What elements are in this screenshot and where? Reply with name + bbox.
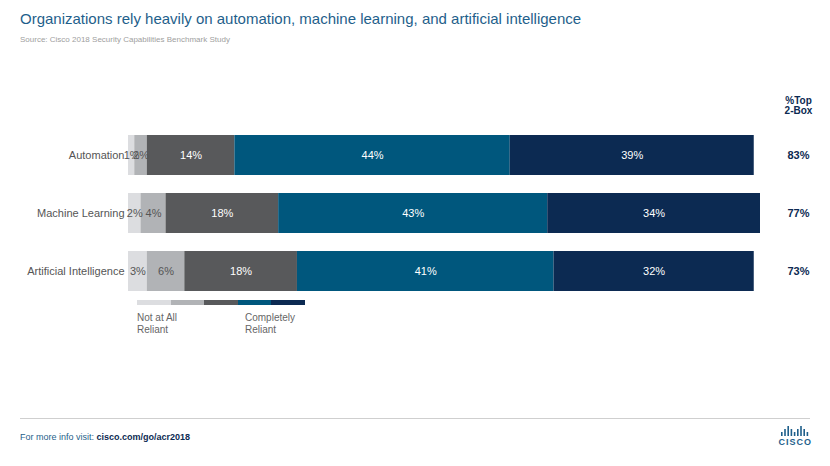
svg-text:44%: 44% (362, 149, 384, 161)
html-text:CISCO: CISCO (778, 437, 812, 447)
svg-text:1%: 1% (123, 149, 140, 161)
svg-text:34%: 34% (643, 207, 665, 219)
svg-text:Machine Learning: Machine Learning (37, 207, 124, 219)
svg-text:43%: 43% (402, 207, 424, 219)
html-text:For more info visit: cisco.com: For more info visit: cisco.com/go/acr201… (20, 432, 191, 442)
svg-text:73%73: 73%73 (787, 265, 809, 277)
svg-text:4%: 4% (146, 207, 162, 219)
svg-text:18%: 18% (230, 265, 252, 277)
svg-text:77%77: 77%77 (787, 207, 809, 219)
svg-text:%Top2-Box: %Top2-Box (785, 95, 813, 116)
html-text:Organizations rely heavily on: Organizations rely heavily on automation… (20, 10, 582, 27)
svg-text:18%: 18% (211, 207, 233, 219)
svg-text:14%: 14% (180, 149, 202, 161)
svg-text:6%: 6% (158, 265, 174, 277)
svg-text:2%: 2% (127, 207, 143, 219)
svg-text:39%: 39% (621, 149, 643, 161)
svg-text:32%: 32% (643, 265, 665, 277)
svg-text:41%: 41% (415, 265, 437, 277)
html-text:Not at All Reliant: Not at All Reliant (137, 312, 177, 335)
html-text:Source: Cisco 2018 Security Ca: Source: Cisco 2018 Security Capabilities… (20, 35, 230, 44)
svg-text:Automation: Automation (69, 149, 125, 161)
html-text:Completely Reliant: Completely Reliant (245, 312, 295, 335)
svg-text:83%83: 83%83 (787, 149, 809, 161)
svg-text:Artificial Intelligence: Artificial Intelligence (27, 265, 124, 277)
svg-text:3%: 3% (130, 265, 146, 277)
svg-text:2%: 2% (133, 149, 149, 161)
